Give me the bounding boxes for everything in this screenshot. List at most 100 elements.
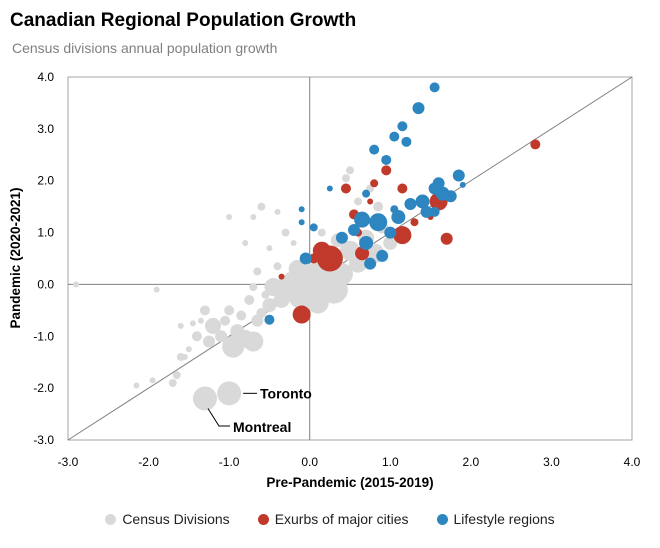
data-point — [185, 346, 192, 353]
data-point — [459, 181, 466, 188]
data-point — [362, 189, 371, 198]
data-point — [440, 232, 453, 245]
data-point — [133, 382, 140, 389]
x-tick-label: 3.0 — [543, 455, 560, 469]
legend-label: Exurbs of major cities — [274, 511, 409, 527]
data-point — [429, 206, 440, 217]
data-point — [205, 317, 222, 334]
data-point — [390, 205, 399, 214]
data-point — [415, 194, 430, 209]
data-point — [530, 139, 541, 150]
data-point — [278, 273, 285, 280]
legend-item: Exurbs of major cities — [257, 511, 409, 527]
data-point — [326, 185, 333, 192]
x-tick-label: 1.0 — [382, 455, 399, 469]
data-point — [452, 169, 465, 182]
data-point — [444, 190, 457, 203]
data-point — [189, 320, 196, 327]
data-point — [354, 197, 363, 206]
x-tick-label: -3.0 — [58, 455, 79, 469]
chart-subtitle: Census divisions annual population growt… — [12, 40, 278, 56]
data-point — [149, 377, 156, 384]
data-point — [367, 198, 374, 205]
x-tick-label: 0.0 — [301, 455, 318, 469]
data-point — [335, 231, 348, 244]
data-point — [393, 226, 412, 245]
data-point — [298, 206, 305, 213]
data-point — [203, 335, 215, 348]
chart-title: Canadian Regional Population Growth — [10, 10, 357, 31]
data-point — [381, 154, 392, 165]
data-point — [257, 202, 266, 211]
data-point — [281, 228, 290, 237]
montreal-point — [192, 386, 217, 411]
data-point — [369, 144, 380, 155]
data-point — [359, 235, 374, 250]
data-point — [376, 249, 389, 262]
data-point — [383, 235, 398, 250]
data-point — [215, 330, 228, 343]
data-point — [191, 331, 202, 342]
x-tick-label: 4.0 — [624, 455, 641, 469]
data-point — [346, 166, 354, 175]
x-tick-label: -1.0 — [219, 455, 240, 469]
legend-item: Census Divisions — [105, 511, 230, 527]
data-point — [432, 177, 445, 190]
series-lifestyle-regions — [264, 82, 466, 325]
data-point — [354, 211, 371, 228]
data-point — [384, 226, 397, 239]
y-axis-title: Pandemic (2020-2021) — [8, 187, 23, 328]
data-point — [244, 294, 255, 305]
data-point — [404, 198, 417, 211]
y-tick-label: -2.0 — [33, 381, 54, 395]
legend-label: Census Divisions — [122, 511, 230, 527]
data-point — [226, 214, 233, 221]
data-point — [340, 183, 351, 194]
data-point — [262, 298, 277, 313]
data-point — [256, 307, 267, 318]
data-point — [249, 283, 258, 292]
data-point — [243, 331, 264, 352]
data-point — [391, 210, 406, 225]
data-point — [309, 223, 318, 232]
y-tick-label: -3.0 — [33, 433, 54, 447]
montreal-leader-line — [207, 408, 230, 427]
data-point — [73, 281, 80, 288]
y-tick-label: 4.0 — [37, 70, 54, 84]
data-point — [341, 174, 350, 183]
data-point — [273, 262, 282, 271]
data-point — [177, 322, 184, 329]
data-point — [397, 121, 408, 132]
data-point — [373, 201, 384, 212]
y-tick-label: 1.0 — [37, 226, 54, 240]
data-point — [429, 82, 440, 93]
data-point — [401, 136, 412, 147]
data-point — [181, 354, 188, 361]
x-tick-label: -2.0 — [138, 455, 159, 469]
y-tick-label: 2.0 — [37, 174, 54, 188]
data-point — [410, 218, 419, 227]
montreal-label: Montreal — [233, 419, 291, 435]
data-point — [264, 314, 275, 325]
y-tick-label: -1.0 — [33, 329, 54, 343]
toronto-point — [217, 381, 242, 406]
data-point — [197, 317, 204, 324]
data-point — [224, 305, 235, 316]
data-point — [199, 305, 210, 316]
data-point — [168, 378, 177, 387]
data-point — [220, 315, 231, 326]
data-point — [412, 102, 425, 115]
legend-label: Lifestyle regions — [453, 511, 555, 527]
data-point — [348, 223, 361, 236]
legend-swatch — [105, 513, 117, 525]
plot-area — [67, 76, 633, 441]
data-point — [172, 371, 181, 380]
data-point — [250, 214, 257, 221]
data-point — [153, 286, 160, 293]
data-point — [290, 239, 297, 246]
series-census-divisions — [73, 166, 403, 389]
data-point — [236, 310, 247, 321]
data-point — [364, 257, 377, 270]
legend-swatch — [257, 513, 269, 525]
